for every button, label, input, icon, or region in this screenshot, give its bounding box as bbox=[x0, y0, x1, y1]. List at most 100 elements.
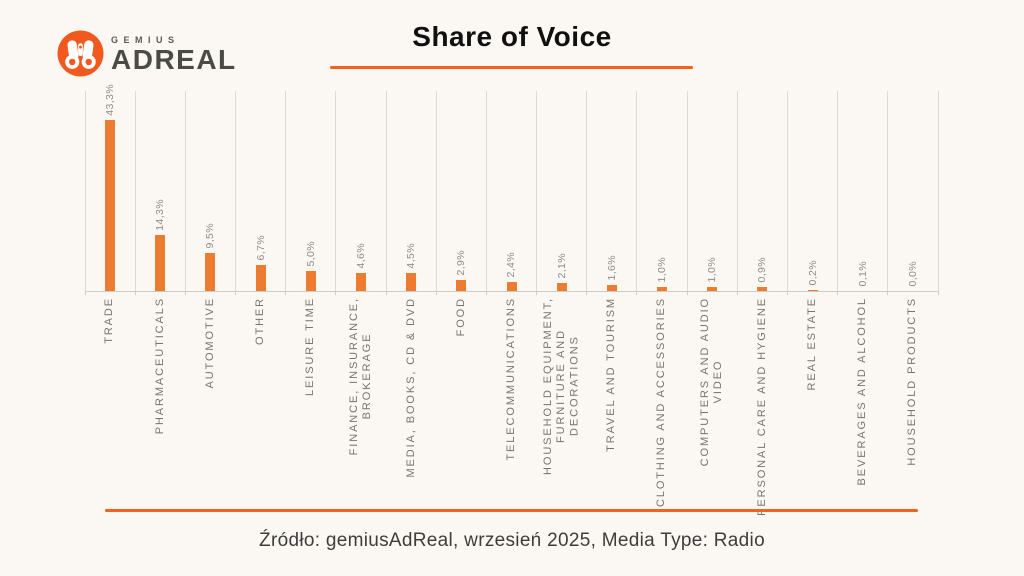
gridline bbox=[285, 91, 287, 291]
value-label-text: 0,2% bbox=[806, 260, 819, 286]
value-label-text: 2,4% bbox=[505, 252, 518, 278]
gridline bbox=[837, 91, 839, 291]
value-label: 2,9% bbox=[436, 250, 486, 276]
value-label-text: 0,1% bbox=[856, 261, 869, 287]
category-label-text: REAL ESTATE bbox=[805, 297, 818, 391]
value-label-text: 5,0% bbox=[304, 241, 317, 267]
title-underline bbox=[330, 66, 693, 69]
value-label: 5,0% bbox=[286, 241, 336, 267]
gridline bbox=[235, 91, 237, 291]
category-label-text: BEVERAGES AND ALCOHOL bbox=[856, 297, 869, 486]
bar bbox=[255, 265, 266, 291]
gridline bbox=[335, 91, 337, 291]
x-axis bbox=[85, 291, 938, 292]
value-label: 6,7% bbox=[236, 235, 286, 261]
axis-tick bbox=[285, 291, 287, 295]
value-label: 1,0% bbox=[687, 257, 737, 283]
axis-tick bbox=[485, 291, 487, 295]
category-label-text: MEDIA, BOOKS, CD & DVD bbox=[404, 297, 417, 478]
value-label-text: 6,7% bbox=[254, 235, 267, 261]
gridline bbox=[586, 91, 588, 291]
adreal-wordmark: ADREAL bbox=[111, 44, 237, 75]
value-label: 0,1% bbox=[838, 261, 888, 287]
value-label-text: 14,3% bbox=[154, 199, 167, 231]
category-label-text: FINANCE, INSURANCE, BROKERAGE bbox=[347, 297, 373, 456]
axis-tick bbox=[887, 291, 889, 295]
category-label-text: TRADE bbox=[103, 297, 116, 344]
axis-tick bbox=[84, 291, 86, 295]
value-label-text: 2,1% bbox=[555, 253, 568, 279]
axis-tick bbox=[586, 291, 588, 295]
gridline bbox=[686, 91, 688, 291]
category-label-text: LEISURE TIME bbox=[304, 297, 317, 397]
axis-tick bbox=[335, 291, 337, 295]
category-label-text: TRAVEL AND TOURISM bbox=[605, 297, 618, 452]
bar bbox=[205, 253, 216, 291]
bar bbox=[506, 282, 517, 291]
axis-tick bbox=[134, 291, 136, 295]
axis-tick bbox=[937, 291, 939, 295]
category-label: HOUSEHOLD PRODUCTS bbox=[883, 297, 943, 466]
gridline bbox=[134, 91, 136, 291]
bar bbox=[355, 273, 366, 291]
bar bbox=[305, 271, 316, 291]
bar bbox=[807, 290, 818, 291]
axis-tick bbox=[686, 291, 688, 295]
value-label: 9,5% bbox=[185, 223, 235, 249]
bar bbox=[757, 287, 768, 291]
gridline bbox=[937, 91, 939, 291]
value-label: 2,1% bbox=[537, 253, 587, 279]
gridline bbox=[536, 91, 538, 291]
value-label-text: 1,0% bbox=[656, 257, 669, 283]
category-label-text: AUTOMOTIVE bbox=[203, 297, 216, 389]
gridline bbox=[84, 91, 86, 291]
value-label-text: 9,5% bbox=[204, 223, 217, 249]
value-label: 14,3% bbox=[135, 199, 185, 231]
value-label: 2,4% bbox=[486, 252, 536, 278]
value-label-text: 2,9% bbox=[455, 250, 468, 276]
bar bbox=[155, 235, 166, 291]
gridline bbox=[887, 91, 889, 291]
bar bbox=[707, 287, 718, 291]
bar bbox=[105, 120, 116, 291]
bar bbox=[406, 273, 417, 291]
value-label: 0,0% bbox=[888, 261, 938, 287]
category-label-text: FOOD bbox=[454, 297, 467, 337]
value-label-text: 1,6% bbox=[605, 255, 618, 281]
value-label: 0,9% bbox=[737, 257, 787, 283]
bar bbox=[657, 287, 668, 291]
gridline bbox=[636, 91, 638, 291]
value-label-text: 0,0% bbox=[906, 261, 919, 287]
axis-tick bbox=[636, 291, 638, 295]
axis-tick bbox=[536, 291, 538, 295]
value-label-text: 4,5% bbox=[405, 243, 418, 269]
page-title: Share of Voice bbox=[412, 21, 612, 52]
category-label-text: CLOTHING AND ACCESSORIES bbox=[655, 297, 668, 508]
category-label-text: TELECOMMUNICATIONS bbox=[504, 297, 517, 461]
bar bbox=[606, 285, 617, 291]
category-label-text: HOUSEHOLD PRODUCTS bbox=[906, 297, 919, 466]
value-label: 1,0% bbox=[637, 257, 687, 283]
category-label-text: HOUSEHOLD EQUIPMENT, FURNITURE AND DECOR… bbox=[541, 297, 581, 475]
axis-tick bbox=[736, 291, 738, 295]
binoculars-icon bbox=[57, 30, 104, 77]
value-label: 0,2% bbox=[787, 260, 837, 286]
value-label-text: 4,6% bbox=[354, 243, 367, 269]
axis-tick bbox=[786, 291, 788, 295]
category-label-text: COMPUTERS AND AUDIO VIDEO bbox=[699, 297, 725, 467]
adreal-logo: GEMIUS ADREAL bbox=[57, 30, 237, 77]
gemius-wordmark: GEMIUS bbox=[111, 35, 180, 45]
gridline bbox=[736, 91, 738, 291]
logo-wordmark: GEMIUS ADREAL bbox=[111, 30, 237, 74]
axis-tick bbox=[837, 291, 839, 295]
value-label: 43,3% bbox=[85, 84, 135, 116]
gridline bbox=[385, 91, 387, 291]
source-caption: Źródło: gemiusAdReal, wrzesień 2025, Med… bbox=[259, 530, 765, 551]
category-label-text: PHARMACEUTICALS bbox=[153, 297, 166, 435]
gridline bbox=[184, 91, 186, 291]
gridline bbox=[786, 91, 788, 291]
category-label-text: OTHER bbox=[254, 297, 266, 345]
value-label-text: 1,0% bbox=[706, 257, 719, 283]
